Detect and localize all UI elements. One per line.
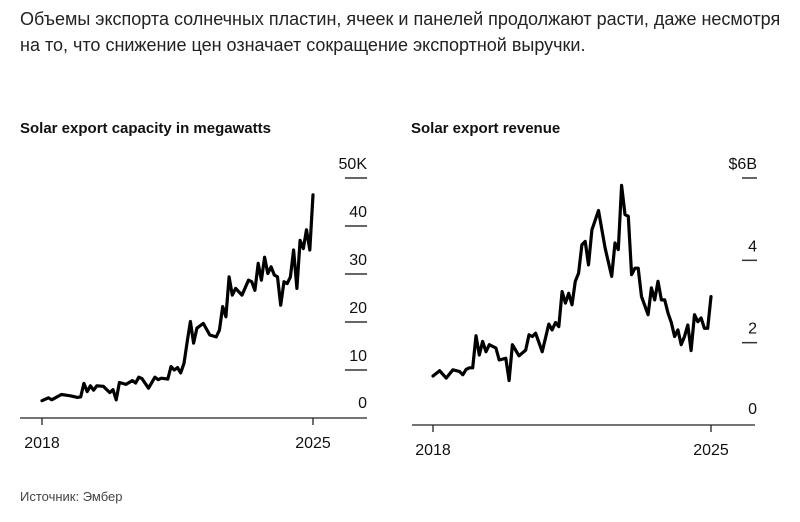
y-tick-label: 10 xyxy=(349,348,367,365)
chart-title: Solar export revenue xyxy=(411,120,560,137)
x-tick-label: 2025 xyxy=(693,442,729,459)
y-tick-label: 0 xyxy=(748,401,757,418)
chart-title: Solar export capacity in megawatts xyxy=(20,120,271,137)
chart-capacity: Solar export capacity in megawatts 2018 2… xyxy=(20,120,367,452)
x-tick-label: 2018 xyxy=(24,435,60,452)
x-tick-label: 2025 xyxy=(295,435,331,452)
series-line xyxy=(431,183,713,383)
series-line xyxy=(40,193,315,403)
y-tick-label: 50K xyxy=(339,156,368,173)
y-tick-label: 40 xyxy=(349,204,367,221)
y-tick-label: 20 xyxy=(349,300,367,317)
headline: Объемы экспорта солнечных пластин, ячеек… xyxy=(20,9,781,55)
chart-revenue: Solar export revenue 2018 2025 0 2 4 $6B xyxy=(411,120,757,459)
source-note: Источник: Эмбер xyxy=(20,489,123,504)
y-tick-label: 2 xyxy=(748,321,757,338)
y-tick-label: 0 xyxy=(358,395,367,412)
y-tick-label: 30 xyxy=(349,252,367,269)
y-tick-label: 4 xyxy=(748,238,757,255)
y-tick-label: $6B xyxy=(729,156,757,173)
x-tick-label: 2018 xyxy=(415,442,451,459)
